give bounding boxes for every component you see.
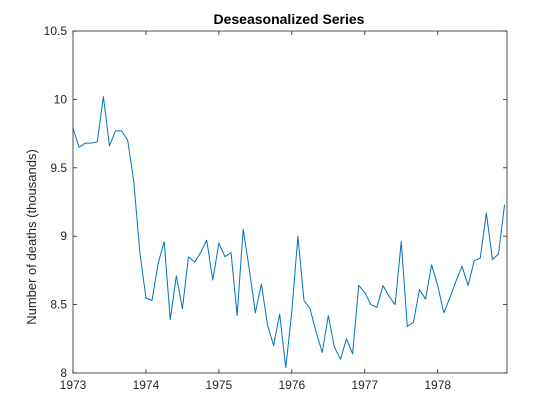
y-tick-label: 9.5	[50, 161, 67, 175]
x-tick-label: 1975	[206, 378, 233, 392]
x-tick-label: 1978	[424, 378, 451, 392]
x-tick-label: 1977	[351, 378, 378, 392]
x-tick-label: 1973	[60, 378, 87, 392]
y-tick-label: 8.5	[50, 298, 67, 312]
axis-tick-labels: 1973 1974 1975 1976 1977 1978 8 8.5 9 9.5 10 10.5	[44, 24, 452, 392]
series-layer	[72, 96, 506, 369]
plot-area	[73, 31, 507, 373]
series-line	[72, 96, 506, 369]
y-tick-label: 10	[54, 92, 68, 106]
x-tick-label: 1974	[133, 378, 160, 392]
axes-box	[72, 30, 508, 374]
chart-title: Deseasonalized Series	[214, 11, 365, 27]
y-tick-label: 9	[60, 229, 67, 243]
y-tick-label: 8	[60, 366, 67, 380]
y-axis-label: Number of deaths (thousands)	[24, 149, 39, 325]
y-tick-label: 10.5	[44, 24, 68, 38]
x-tick-label: 1976	[278, 378, 305, 392]
